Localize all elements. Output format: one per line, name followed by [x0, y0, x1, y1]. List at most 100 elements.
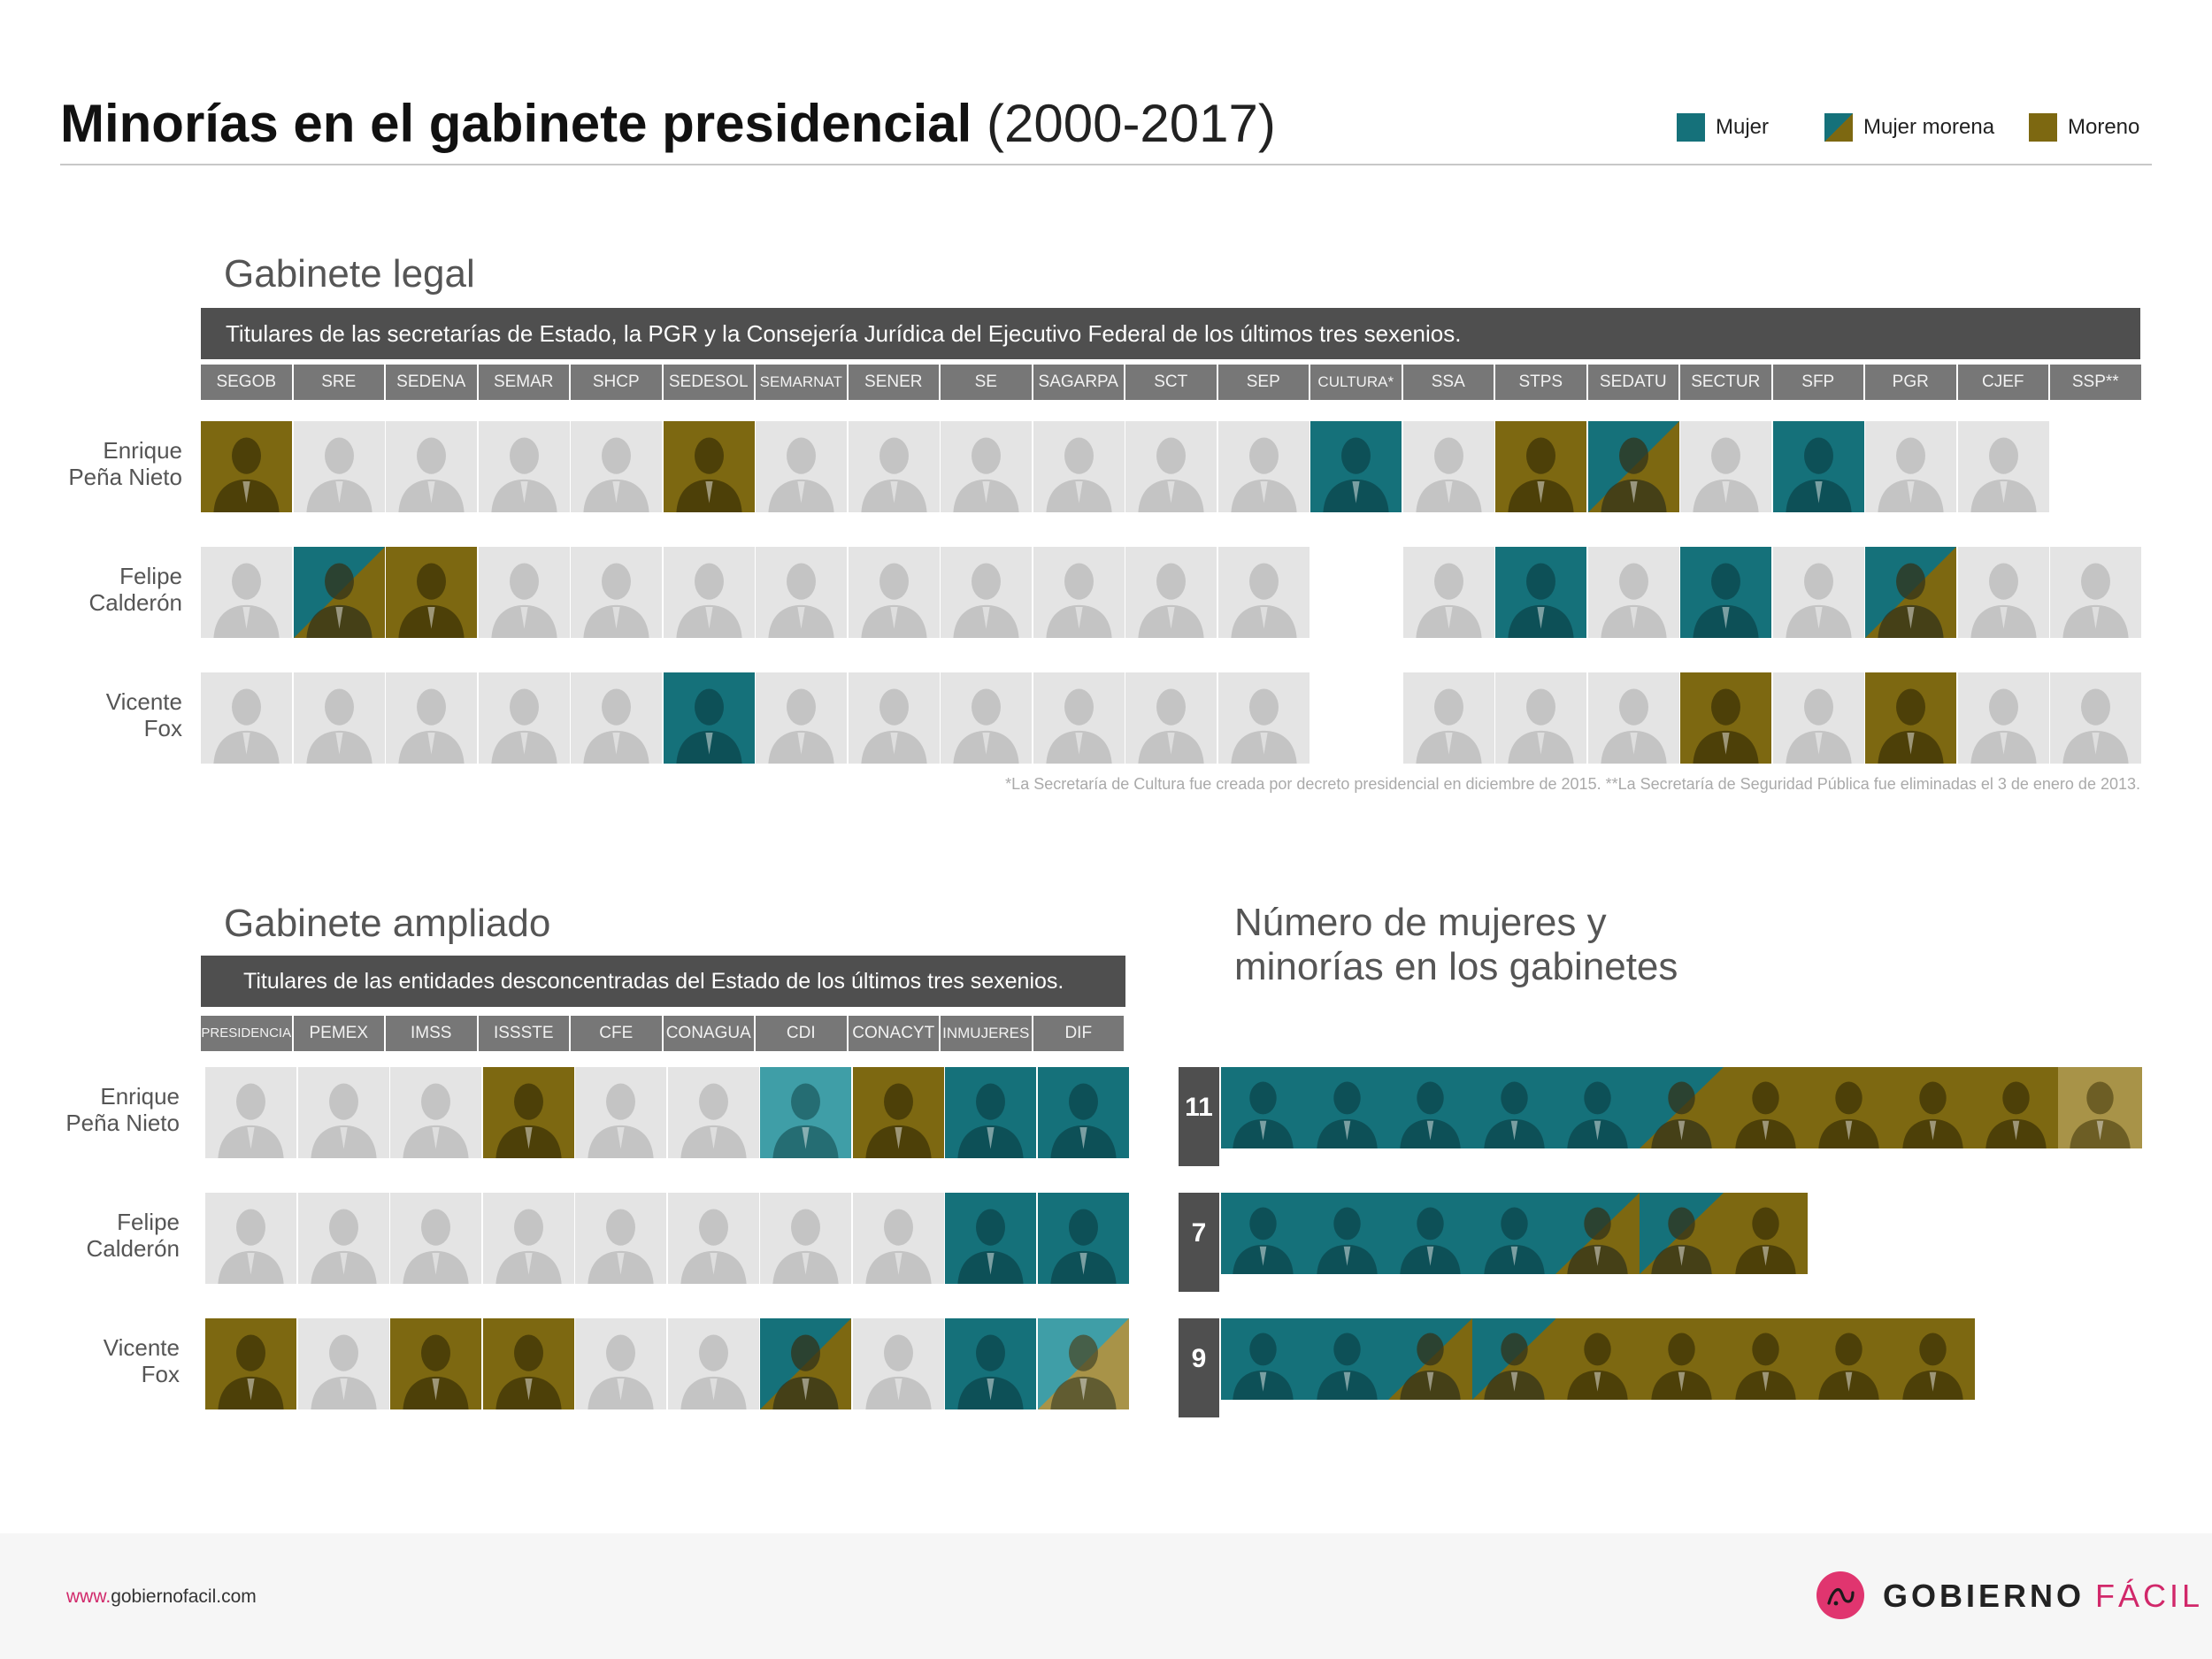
portrait-ssa-neutral: [1402, 421, 1494, 512]
portrait-sct-neutral: [1125, 547, 1217, 638]
col-head-amp-pemex: PEMEX: [293, 1016, 384, 1051]
col-head-sectur: SECTUR: [1680, 365, 1771, 400]
portrait-sedena-neutral: [386, 421, 477, 512]
portrait-imss-neutral: [390, 1193, 481, 1284]
col-head-amp-cdi: CDI: [756, 1016, 847, 1051]
portrait-dif-mujer: [1037, 1067, 1129, 1158]
minority-portrait-mujer: [1555, 1067, 1640, 1148]
minority-portrait-moreno: [1555, 1318, 1640, 1400]
col-head-ssa: SSA: [1402, 365, 1494, 400]
count-box-1: 11: [1179, 1067, 1219, 1166]
portrait-sedatu-mujer-morena: [1587, 421, 1679, 512]
col-head-sct: SCT: [1125, 365, 1217, 400]
portrait-presidencia-neutral: [205, 1067, 296, 1158]
portrait-pemex-neutral: [297, 1193, 389, 1284]
col-head-amp-conacyt: CONACYT: [848, 1016, 939, 1051]
minority-portrait-mujer-morena: [1640, 1193, 1724, 1274]
portrait-sfp-neutral: [1772, 672, 1864, 764]
gabinete-legal-title: Gabinete legal: [224, 252, 475, 296]
minority-portrait-moreno: [1723, 1193, 1808, 1274]
portrait-inmujeres-mujer: [945, 1193, 1036, 1284]
portrait-conagua-neutral: [667, 1067, 759, 1158]
legend-mujer: Mujer: [1677, 113, 1769, 142]
col-head-pgr: PGR: [1865, 365, 1956, 400]
portrait-stps-moreno: [1495, 421, 1586, 512]
portrait-cjef-neutral: [1957, 421, 2049, 512]
portrait-cdi-neutral: [760, 1193, 851, 1284]
portrait-segob-neutral: [201, 672, 292, 764]
portrait-semar-neutral: [478, 672, 570, 764]
portrait-stps-mujer: [1495, 547, 1586, 638]
portrait-sectur-moreno: [1680, 672, 1771, 764]
minority-portrait-mujer: [1304, 1318, 1389, 1400]
minority-portrait-moreno: [1723, 1067, 1808, 1148]
legend-swatch-moreno: [2029, 113, 2057, 142]
legend-label: Mujer morena: [1863, 115, 1995, 139]
portrait-ssa-neutral: [1402, 672, 1494, 764]
col-head-sep: SEP: [1217, 365, 1309, 400]
portrait-sagarpa-neutral: [1033, 421, 1125, 512]
portrait-semarnat-neutral: [756, 547, 847, 638]
legend-swatch-mujer-morena: [1824, 113, 1853, 142]
portrait-shcp-neutral: [571, 547, 662, 638]
legend-swatch-mujer: [1677, 113, 1705, 142]
minority-portrait-mujer: [1221, 1318, 1305, 1400]
portrait-pgr-moreno: [1865, 672, 1956, 764]
portrait-sct-neutral: [1125, 672, 1217, 764]
portrait-cjef-neutral: [1957, 672, 2049, 764]
portrait-sep-neutral: [1217, 421, 1310, 512]
portrait-se-neutral: [941, 547, 1032, 638]
portrait-pemex-neutral: [297, 1067, 389, 1158]
gabinete-legal-footnote: *La Secretaría de Cultura fue creada por…: [1005, 775, 2140, 793]
minority-portrait-mujer-morena: [1555, 1193, 1640, 1274]
portrait-inmujeres-mujer: [945, 1318, 1036, 1409]
president-label-legal-3: Vicente Fox: [105, 688, 182, 741]
portrait-sagarpa-neutral: [1033, 672, 1125, 764]
portrait-shcp-neutral: [571, 421, 662, 512]
portrait-semarnat-neutral: [756, 421, 847, 512]
president-label-ampliado-3: Vicente Fox: [103, 1334, 180, 1387]
col-head-sfp: SFP: [1772, 365, 1863, 400]
col-head-amp-conagua: CONAGUA: [663, 1016, 754, 1051]
portrait-issste-moreno: [482, 1318, 574, 1409]
col-head-ssp: SSP**: [2050, 365, 2141, 400]
portrait-pemex-neutral: [297, 1318, 389, 1409]
portrait-semar-neutral: [478, 421, 570, 512]
president-label-ampliado-1: Enrique Peña Nieto: [65, 1083, 180, 1136]
col-head-sedesol: SEDESOL: [663, 365, 754, 400]
minority-portrait-mujer: [1304, 1193, 1389, 1274]
portrait-sedesol-moreno: [663, 421, 755, 512]
minority-portrait-mujer: [1221, 1193, 1305, 1274]
minority-portrait-moreno: [1640, 1318, 1724, 1400]
minority-portrait-mujer: [1471, 1067, 1556, 1148]
count-box-3: 9: [1179, 1318, 1219, 1417]
title-divider: [60, 164, 2152, 165]
count-box-2: 7: [1179, 1193, 1219, 1292]
footer-website-link[interactable]: www.gobiernofacil.com: [66, 1586, 257, 1608]
col-head-semar: SEMAR: [478, 365, 569, 400]
col-head-sedatu: SEDATU: [1587, 365, 1678, 400]
legend-moreno: Moreno: [2029, 113, 2139, 142]
portrait-inmujeres-mujer: [945, 1067, 1036, 1158]
brand-name: GOBIERNO FÁCIL: [1883, 1578, 2203, 1614]
legend-mujer-morena: Mujer morena: [1824, 113, 1994, 142]
minority-portrait-mujer-morena: [1640, 1067, 1724, 1148]
minority-portrait-mujer: [1388, 1067, 1473, 1148]
portrait-sedesol-neutral: [663, 547, 755, 638]
portrait-conacyt-moreno: [852, 1067, 944, 1158]
minority-portrait-mujer: [1471, 1193, 1556, 1274]
portrait-cfe-neutral: [575, 1067, 666, 1158]
portrait-cfe-neutral: [575, 1318, 666, 1409]
portrait-sfp-neutral: [1772, 547, 1864, 638]
president-label-ampliado-2: Felipe Calderón: [86, 1209, 180, 1262]
portrait-ssp-neutral: [2050, 672, 2141, 764]
col-head-shcp: SHCP: [571, 365, 662, 400]
gobierno-facil-logo-icon: [1816, 1571, 1864, 1619]
portrait-sfp-mujer: [1772, 421, 1864, 512]
col-head-sre: SRE: [293, 365, 384, 400]
col-head-amp-cfe: CFE: [571, 1016, 662, 1051]
portrait-cdi-mujer-morena: [760, 1318, 851, 1409]
col-head-cultura: CULTURA*: [1310, 365, 1402, 400]
minority-portrait-mujer: [1221, 1067, 1305, 1148]
col-head-amp-inmujeres: INMUJERES: [941, 1016, 1032, 1051]
